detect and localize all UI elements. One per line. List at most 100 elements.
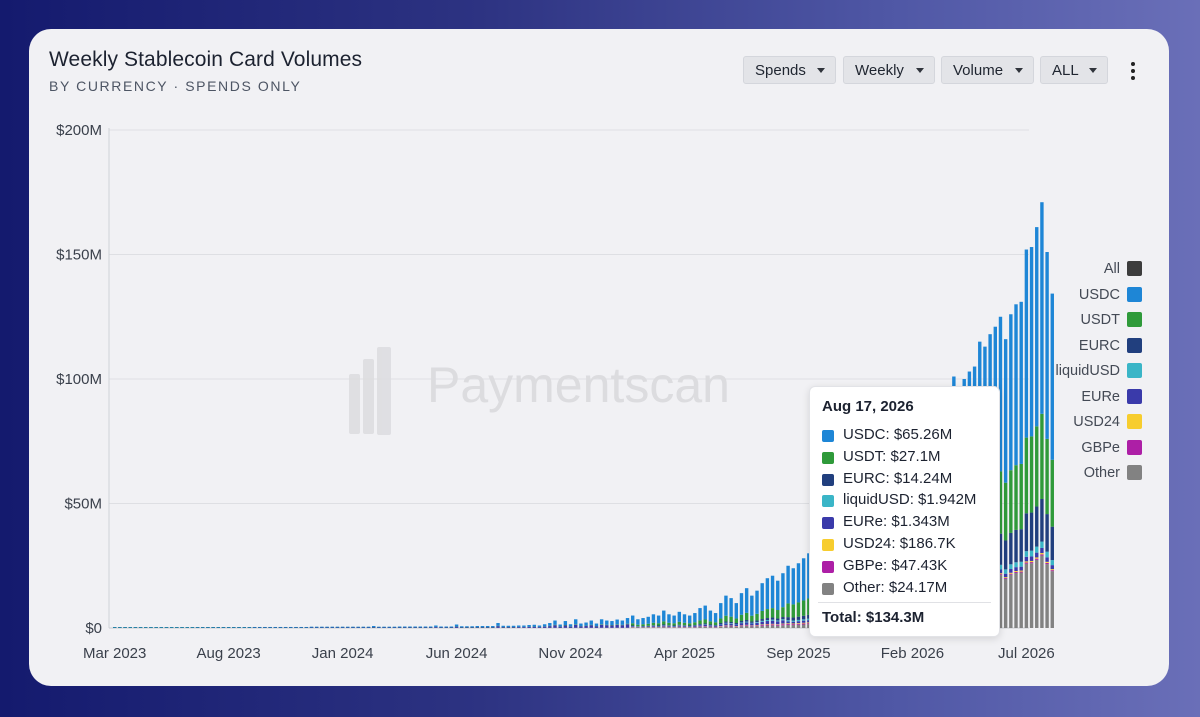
legend-label: USD24 [1073,414,1120,430]
range-dropdown[interactable]: ALL [1040,56,1108,84]
bar-stack [739,593,744,628]
legend-swatch [1127,337,1142,353]
bar-segment-usdt [755,613,759,621]
tooltip-swatch [822,539,834,551]
bar-stack [309,626,314,628]
bar-segment-other [744,626,749,628]
tooltip-swatch [822,582,834,595]
bar-segment-eure [496,626,500,628]
bar-segment-usdc [672,615,676,624]
bar-stack [263,626,267,628]
bar-segment-other [1029,563,1034,628]
bar-segment-usdt [724,615,728,622]
measure-dropdown-label: Volume [953,61,1004,79]
bar-segment-gbpe [801,623,806,625]
bar-segment-usdc [625,618,630,624]
chevron-down-icon [1015,68,1023,73]
bar-segment-usdc [439,626,443,628]
bar-segment-usdc [491,626,495,628]
bar-segment-eure [506,627,511,628]
tooltip-row-text: EURe: $1.343M [843,513,950,531]
bar-segment-usdc [682,614,687,623]
legend-item-all[interactable]: All [1029,258,1149,284]
interval-dropdown[interactable]: Weekly [843,56,935,84]
bar-stack [801,558,806,628]
bar-segment-eure [325,627,329,628]
measure-dropdown[interactable]: Volume [941,56,1034,84]
bar-segment-eurc [755,620,759,623]
bar-segment-usdc [449,626,454,628]
legend-item-liquidusd[interactable]: liquidUSD [1029,360,1149,386]
bar-segment-usdc [211,627,215,628]
bar-stack [641,618,645,628]
bar-stack [460,626,464,628]
spends-dropdown[interactable]: Spends [743,56,836,84]
bar-segment-usd24 [1050,569,1054,571]
bar-segment-liquidusd [760,620,764,622]
bar-segment-eurc [1014,529,1018,563]
legend-item-usdt[interactable]: USDT [1029,309,1149,335]
bar-segment-liquidusd [781,619,785,621]
bar-segment-usdc [776,580,780,611]
legend-label: liquidUSD [1055,363,1120,379]
bar-segment-usdc [553,620,557,625]
bar-segment-eure [537,627,542,628]
bar-segment-eurc [703,623,707,625]
bar-segment-usdc [801,558,806,601]
bar-stack [1009,314,1013,628]
range-dropdown-label: ALL [1052,61,1079,79]
bar-stack [558,624,562,628]
bar-segment-usdc [1035,227,1039,427]
bar-stack [216,627,220,628]
more-options-icon[interactable] [1123,58,1143,84]
bar-segment-other [667,627,671,628]
bar-segment-usdc [662,610,666,622]
bar-segment-usdc [755,590,759,614]
bar-segment-liquidusd [776,620,780,622]
bar-segment-usdc [434,625,438,627]
bar-segment-eure [320,627,324,628]
bar-segment-usdc [309,626,314,628]
bar-segment-usdc [356,626,360,628]
bar-segment-usdc [542,624,547,627]
bar-segment-gbpe [1019,571,1023,573]
bar-segment-usdt [998,471,1003,534]
bar-segment-eure [662,625,666,627]
bar-segment-usdc [418,626,423,628]
y-tick-label: $50M [64,496,102,513]
bar-segment-usdc [548,623,552,626]
bar-segment-usdt [677,621,682,625]
bar-stack [729,598,733,628]
bar-stack [1045,252,1049,628]
bar-stack [330,626,334,628]
bar-segment-eure [548,626,552,628]
bar-stack [776,580,780,628]
bar-segment-liquidusd [744,621,749,623]
bar-segment-usdc [460,626,464,628]
bar-segment-eure [335,627,340,628]
bar-segment-eure [1019,566,1023,571]
bar-segment-usd24 [1009,572,1013,574]
legend-label: EURe [1081,388,1120,405]
bar-stack [123,627,127,628]
legend-item-gbpe[interactable]: GBPe [1029,437,1149,463]
bar-segment-eure [382,627,386,628]
legend-item-usdc[interactable]: USDC [1029,284,1149,310]
legend-item-eure[interactable]: EURe [1029,386,1149,412]
bar-segment-usdc [651,614,656,623]
bar-stack [175,627,179,628]
bar-segment-usdc [615,619,619,625]
bar-segment-eure [687,626,692,628]
bar-segment-eure [532,626,536,628]
bar-segment-other [765,625,770,628]
bar-stack [273,626,277,628]
bar-stack [423,626,428,628]
bar-segment-liquidusd [1029,550,1034,557]
legend-item-usd24[interactable]: USD24 [1029,411,1149,437]
bar-stack [667,614,671,628]
bar-segment-eurc [662,624,666,626]
bar-segment-usdt [750,615,754,622]
legend-item-eurc[interactable]: EURC [1029,335,1149,361]
legend-item-other[interactable]: Other [1029,462,1149,488]
bar-segment-eure [796,621,801,624]
